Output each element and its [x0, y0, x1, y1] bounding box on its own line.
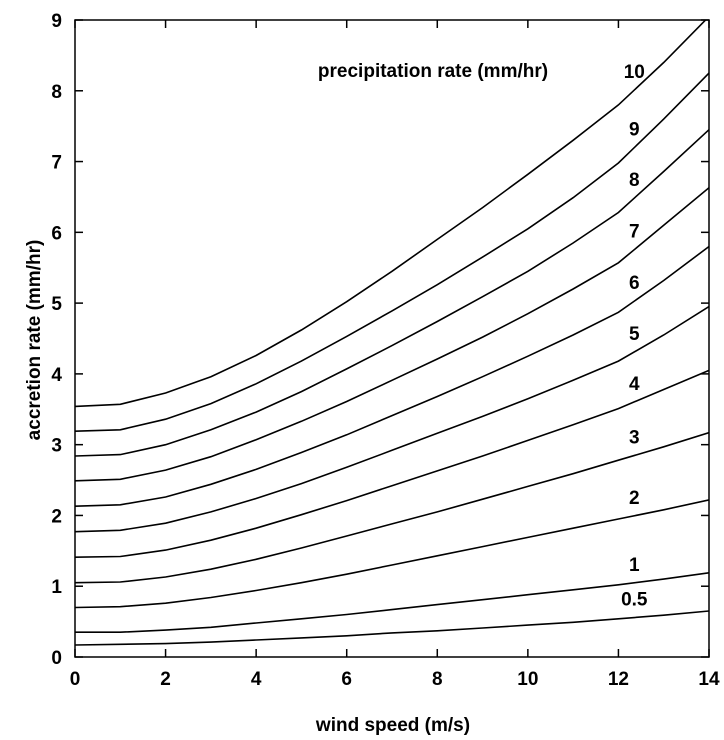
x-tick-label: 14: [698, 669, 720, 690]
y-tick-label: 5: [51, 294, 62, 315]
series-line-4: [75, 369, 709, 558]
legend-title: precipitation rate (mm/hr): [318, 61, 548, 82]
y-axis-ticks: 0 1 2 3 4 5 6 7 8 9: [51, 11, 709, 669]
series-line-1: [75, 572, 709, 634]
series-line-7: [75, 187, 709, 482]
series-line-0: [75, 610, 709, 646]
y-tick-label: 0: [51, 648, 62, 669]
curve-label: 7: [629, 222, 640, 243]
series-lines: [75, 20, 709, 646]
series-line-3: [75, 431, 709, 584]
curve-label: 0.5: [621, 590, 648, 611]
curve-label: 10: [624, 62, 645, 83]
y-tick-label: 1: [51, 577, 62, 598]
curve-label: 1: [629, 555, 640, 576]
curve-label: 3: [629, 428, 640, 449]
curve-label: 6: [629, 273, 640, 294]
plot-area-border: [74, 19, 710, 658]
curve-label: 9: [629, 120, 640, 141]
series-line-10: [75, 20, 707, 408]
curve-label: 5: [629, 324, 640, 345]
series-line-5: [75, 305, 709, 533]
x-axis-ticks: 0 2 4 6 8 10 12 14: [70, 20, 720, 690]
x-tick-label: 8: [432, 669, 443, 690]
series-labels: 10 9 8 7 6 5 4 3 2 1 0.5: [621, 62, 648, 610]
y-tick-label: 9: [51, 11, 62, 32]
y-tick-label: 7: [51, 153, 62, 174]
curve-label: 8: [629, 170, 640, 191]
x-axis-title: wind speed (m/s): [315, 715, 470, 736]
series-line-2: [75, 499, 709, 609]
x-tick-label: 0: [70, 669, 81, 690]
y-tick-label: 4: [51, 365, 62, 386]
plot-frame: [74, 19, 710, 658]
y-axis-title: accretion rate (mm/hr): [24, 240, 45, 441]
curve-label: 4: [629, 374, 640, 395]
x-tick-label: 2: [160, 669, 171, 690]
y-tick-label: 2: [51, 506, 62, 527]
series-line-9: [75, 72, 709, 432]
x-tick-label: 12: [608, 669, 629, 690]
x-tick-label: 6: [341, 669, 352, 690]
series-line-6: [75, 245, 709, 507]
y-tick-label: 8: [51, 82, 62, 103]
series-line-8: [75, 129, 709, 457]
y-tick-label: 6: [51, 223, 62, 244]
x-tick-label: 10: [517, 669, 538, 690]
curve-label: 2: [629, 488, 640, 509]
x-tick-label: 4: [251, 669, 262, 690]
y-tick-label: 3: [51, 436, 62, 457]
